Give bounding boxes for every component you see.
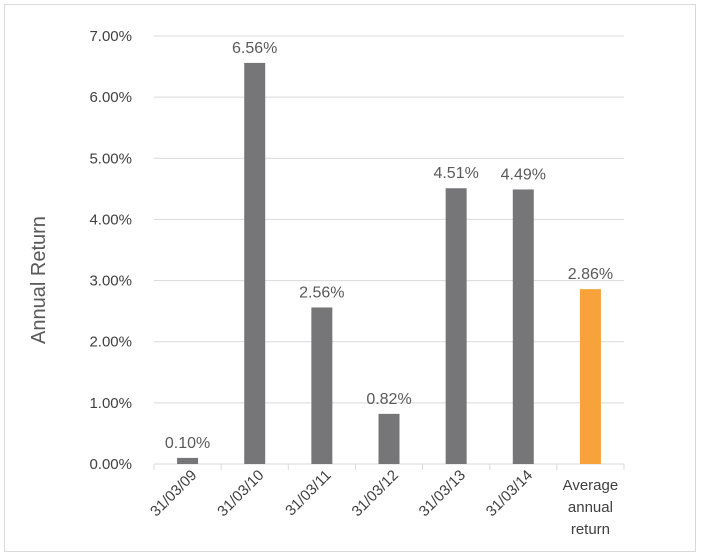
y-tick-label: 4.00% (89, 211, 132, 228)
x-category-label: 31/03/12 (349, 467, 402, 520)
bar (244, 62, 266, 464)
x-category-label: 31/03/14 (483, 467, 536, 520)
bars (177, 62, 601, 464)
y-tick-label: 6.00% (89, 89, 132, 106)
x-category-label: 31/03/09 (147, 467, 200, 520)
data-label: 4.51% (433, 165, 478, 182)
data-label: 4.49% (501, 166, 546, 183)
bar (177, 457, 199, 464)
gridlines (154, 35, 624, 404)
y-tick-label: 3.00% (89, 273, 132, 290)
y-tick-label: 1.00% (89, 395, 132, 412)
y-axis-ticks: 0.00% 1.00% 2.00% 3.00% 4.00% 5.00% 6.00% 7.00% (89, 28, 132, 473)
data-label: 6.56% (232, 40, 277, 57)
data-label: 2.86% (568, 266, 613, 283)
data-labels: 0.10% 6.56% 2.56% 0.82% 4.51% 4.49% 2.86% (165, 40, 613, 452)
x-axis-category-labels: 31/03/09 31/03/10 31/03/11 31/03/12 31/03/13… (147, 467, 618, 538)
bar (579, 289, 601, 464)
bar (445, 188, 467, 464)
x-category-label: 31/03/10 (214, 467, 267, 520)
y-tick-label: 0.00% (89, 456, 132, 473)
bar (512, 189, 534, 464)
y-tick-label: 2.00% (89, 334, 132, 351)
x-category-label: 31/03/13 (416, 467, 469, 520)
data-label: 0.10% (165, 435, 210, 452)
y-tick-label: 5.00% (89, 150, 132, 167)
x-category-label: Average annual return (563, 477, 619, 538)
data-label: 2.56% (299, 284, 344, 301)
bar (378, 413, 400, 464)
y-axis-label: Annual Return (28, 216, 50, 344)
data-label: 0.82% (366, 391, 411, 408)
bar (311, 307, 333, 464)
x-category-label: 31/03/11 (282, 467, 335, 520)
y-tick-label: 7.00% (89, 28, 132, 45)
